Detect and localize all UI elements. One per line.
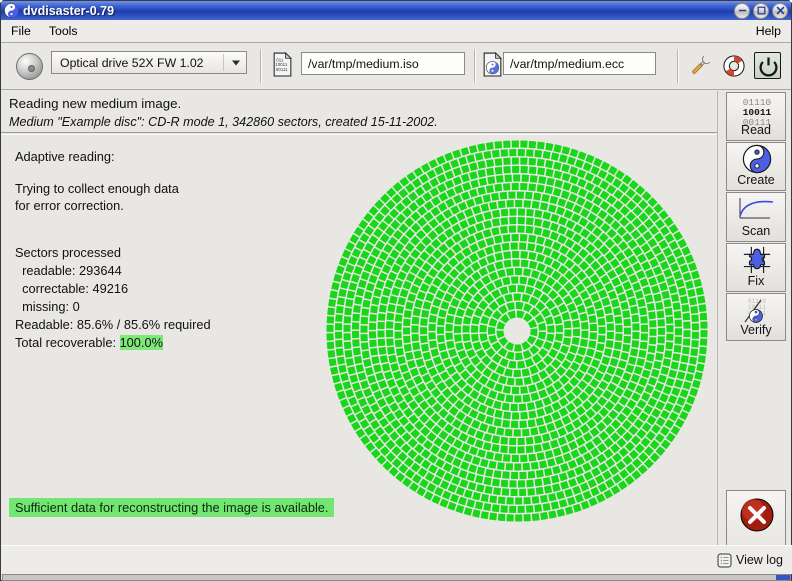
svg-text:00111: 00111: [276, 67, 288, 72]
